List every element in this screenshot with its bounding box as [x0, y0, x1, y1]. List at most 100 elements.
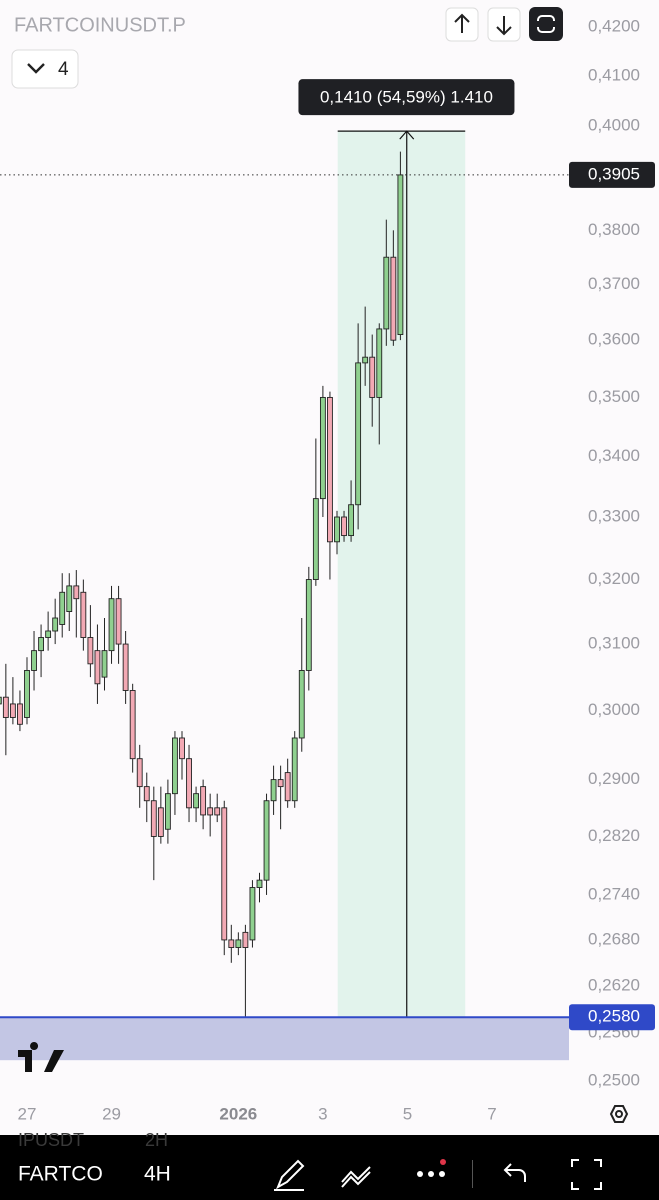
candle-body [263, 800, 270, 881]
scroll-down-button[interactable] [487, 7, 521, 42]
y-tick-label: 0,3600 [588, 330, 640, 349]
draw-button[interactable] [274, 1159, 305, 1191]
candle-body [129, 690, 136, 760]
tradingview-logo [18, 1042, 64, 1072]
x-tick-label: 2026 [219, 1104, 257, 1123]
candle-body [136, 758, 143, 788]
x-tick-label: 5 [403, 1104, 412, 1123]
candle-body [150, 800, 157, 837]
plot-area: 0,1410 (54,59%) 1.410 0,4200 0,4100 0,4000 0… [0, 16, 655, 1123]
candle-body [66, 585, 73, 612]
behind-symbol: IPUSDT [18, 1130, 84, 1150]
y-tick-label: 0,3300 [588, 506, 640, 525]
candle-body [94, 650, 101, 685]
candle-body [214, 807, 221, 816]
candle-body [327, 396, 333, 543]
y-tick-label: 0,2500 [588, 1071, 640, 1090]
candle-body [122, 643, 129, 691]
candle-body [334, 516, 340, 543]
candle-body [115, 598, 122, 645]
x-tick-label: 3 [318, 1104, 327, 1123]
toolbar-interval[interactable]: 4H [144, 1163, 171, 1186]
candle-body [200, 786, 207, 816]
candle-body [9, 703, 16, 718]
toolbar-symbol[interactable]: FARTCO [18, 1163, 103, 1186]
candle-body [38, 637, 44, 652]
y-tick-label: 0,3000 [588, 700, 640, 719]
y-tick-label: 0,4000 [588, 116, 640, 135]
settings-button[interactable] [609, 1105, 629, 1123]
candle-body [355, 362, 362, 506]
toolbar-divider [472, 1160, 473, 1188]
candle-body [59, 591, 66, 625]
interval-dropdown[interactable]: 4 [11, 49, 79, 89]
candle-body [45, 630, 52, 638]
candle-body [108, 598, 115, 652]
candle-body [157, 807, 164, 837]
undo-button[interactable] [503, 1163, 526, 1182]
candle-body [52, 617, 59, 632]
y-tick-label: 0,2620 [588, 975, 640, 994]
candle-body [397, 174, 404, 335]
expand-button[interactable] [571, 1159, 602, 1190]
candle-body [362, 356, 369, 364]
candle-body [31, 650, 37, 671]
candle-body [383, 256, 390, 330]
candle-body [101, 650, 108, 678]
horizontal-line-label: 0,2580 [588, 1007, 640, 1026]
candle-body [270, 779, 277, 802]
last-price-label: 0,3905 [588, 164, 640, 183]
measure-label-box [298, 79, 515, 116]
indicators-button[interactable] [341, 1166, 371, 1188]
y-tick-label: 0,4100 [588, 65, 640, 84]
y-tick-label: 0,3700 [588, 274, 640, 293]
candle-body [277, 779, 284, 788]
y-tick-label: 0,2900 [588, 769, 640, 788]
measure-label: 0,1410 (54,59%) 1.410 [320, 88, 493, 107]
candle-body [298, 670, 305, 739]
scroll-up-button[interactable] [445, 7, 479, 42]
candle-body [179, 737, 185, 760]
y-tick-label: 0,3200 [588, 569, 640, 588]
behind-interval: 2H [145, 1130, 168, 1150]
x-tick-label: 7 [487, 1104, 496, 1123]
candle-body [228, 939, 235, 948]
candle-body [172, 737, 178, 795]
last-price-box [569, 161, 655, 188]
candle-body [0, 696, 2, 705]
candle-body [305, 579, 312, 671]
candle-body [24, 670, 30, 718]
candle-body [17, 703, 23, 725]
candle-body [291, 737, 298, 802]
y-tick-label: 0,2740 [588, 884, 640, 903]
candle-body [319, 396, 326, 500]
candle-body [348, 504, 354, 537]
candle-body [369, 356, 376, 398]
candle-body [164, 793, 171, 830]
measure-arrowhead [399, 130, 415, 140]
candle-body [376, 328, 383, 398]
y-tick-label: 0,3800 [588, 220, 640, 239]
y-tick-label: 0,3500 [588, 387, 640, 406]
candle-body [221, 807, 228, 941]
x-tick-label: 29 [102, 1104, 121, 1123]
y-tick-label: 0,2680 [588, 929, 640, 948]
y-tick-label: 0,2820 [588, 826, 640, 845]
candle-body [249, 887, 256, 941]
candle-body [390, 256, 397, 341]
more-button[interactable] [417, 1159, 446, 1177]
price-zone [0, 1017, 569, 1061]
y-tick-label: 0,4200 [588, 16, 640, 35]
candle-body [87, 637, 94, 665]
fullscreen-button[interactable] [529, 7, 563, 41]
bottom-toolbar [0, 1135, 659, 1200]
candle-body [80, 591, 87, 638]
y-tick-label: 0,3400 [588, 446, 640, 465]
candle-body [242, 931, 249, 948]
horizontal-line-box [569, 1004, 655, 1031]
candle-body [193, 793, 199, 809]
candle-body [341, 516, 347, 537]
candle-body [256, 879, 263, 888]
candle-body [284, 772, 291, 802]
candle-body [312, 498, 319, 580]
